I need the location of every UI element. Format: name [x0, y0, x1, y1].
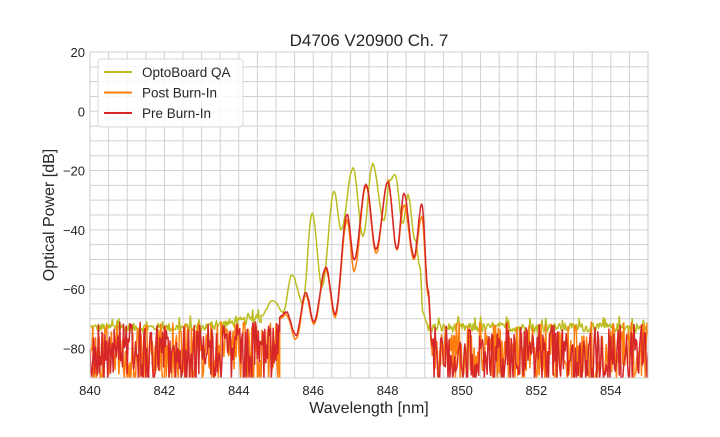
- y-tick-labels: 20 0 −20 −40 −60 −80: [63, 45, 85, 356]
- legend-box: [97, 58, 244, 128]
- x-tick-label: 850: [451, 383, 473, 398]
- x-tick-label: 852: [526, 383, 548, 398]
- x-tick-label: 842: [154, 383, 176, 398]
- y-tick-label: 20: [71, 45, 85, 60]
- plot-frame: [89, 51, 649, 379]
- y-axis-label: Optical Power [dB]: [41, 149, 58, 282]
- x-tick-labels: 840 842 844 846 848 850 852 854: [79, 383, 622, 398]
- y-tick-label: −80: [63, 341, 85, 356]
- series-line-2: [90, 181, 648, 378]
- y-tick-label: −60: [63, 282, 85, 297]
- x-tick-label: 848: [377, 383, 399, 398]
- y-tick-label: −40: [63, 223, 85, 238]
- legend-label: OptoBoard QA: [142, 65, 231, 80]
- legend-label: Post Burn-In: [142, 86, 217, 101]
- x-tick-label: 840: [79, 383, 101, 398]
- y-tick-label: −20: [63, 164, 85, 179]
- legend-label: Pre Burn-In: [142, 106, 211, 121]
- y-tick-label: 0: [78, 104, 85, 119]
- x-tick-label: 844: [228, 383, 250, 398]
- chart-title: D4706 V20900 Ch. 7: [290, 31, 449, 50]
- series-lines: [90, 162, 648, 378]
- x-tick-label: 854: [600, 383, 622, 398]
- x-tick-label: 846: [302, 383, 324, 398]
- legend: OptoBoard QA Post Burn-In Pre Burn-In: [97, 58, 244, 128]
- x-axis-label: Wavelength [nm]: [309, 400, 428, 417]
